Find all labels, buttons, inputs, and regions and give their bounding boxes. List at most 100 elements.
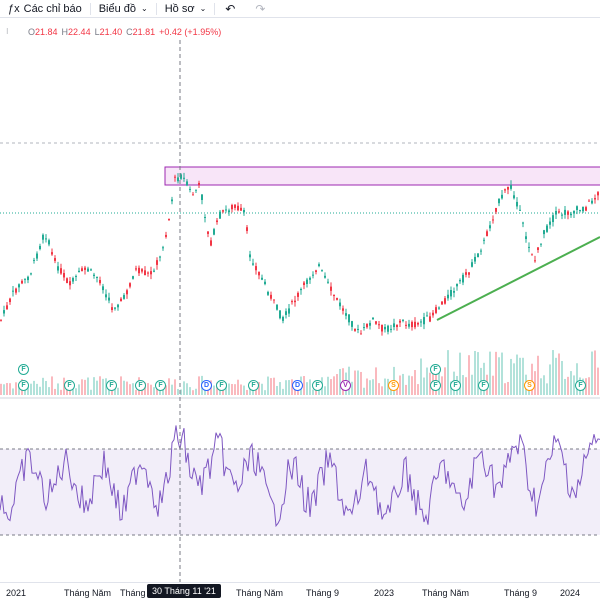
time-axis[interactable]: 2021 Tháng Năm Tháng 9 Tháng Năm Tháng 9… xyxy=(0,582,600,600)
volume-bar xyxy=(189,387,191,395)
event-marker-d-icon[interactable]: D xyxy=(201,380,212,391)
candle-body xyxy=(435,307,437,313)
candle-body xyxy=(207,231,209,234)
candle-body xyxy=(477,253,479,258)
candle-body xyxy=(453,291,455,293)
event-marker-v-icon[interactable]: V xyxy=(340,380,351,391)
candle-body xyxy=(63,273,65,278)
candle-body xyxy=(159,256,161,258)
redo-button[interactable]: ↷ xyxy=(245,0,275,18)
candle-body xyxy=(162,247,164,249)
candle-body xyxy=(201,194,203,200)
candle-body xyxy=(357,328,359,330)
volume-bar xyxy=(78,384,80,395)
candle-body xyxy=(285,311,287,315)
candle-body xyxy=(417,322,419,325)
candle-body xyxy=(219,211,221,219)
volume-bar xyxy=(288,380,290,395)
volume-bar xyxy=(591,351,593,395)
event-marker-f-icon[interactable]: F xyxy=(450,380,461,391)
volume-bar xyxy=(234,384,236,395)
event-marker-f-icon[interactable]: F xyxy=(18,380,29,391)
volume-bar xyxy=(144,382,146,395)
candle-body xyxy=(333,295,335,297)
candle-body xyxy=(297,292,299,297)
candle-body xyxy=(267,291,269,295)
volume-bar xyxy=(183,381,185,395)
undo-icon: ↶ xyxy=(225,1,236,16)
volume-bar xyxy=(405,384,407,395)
chart-menu-button[interactable]: Biểu đồ ⌄ xyxy=(91,0,156,18)
candle-body xyxy=(213,229,215,235)
event-marker-f-icon[interactable]: F xyxy=(312,380,323,391)
event-marker-f-icon[interactable]: F xyxy=(478,380,489,391)
candle-body xyxy=(255,266,257,271)
volume-bar xyxy=(195,388,197,395)
resistance-zone[interactable] xyxy=(164,166,600,186)
close-value: 21.81 xyxy=(132,27,156,37)
candle-body xyxy=(471,262,473,267)
volume-bar xyxy=(264,390,266,395)
trendline[interactable] xyxy=(436,236,600,321)
volume-bar xyxy=(225,382,227,395)
volume-bar xyxy=(399,375,401,395)
candle-body xyxy=(279,310,281,319)
candle-body xyxy=(36,253,38,259)
candle-body xyxy=(336,297,338,300)
event-marker-f-icon[interactable]: F xyxy=(575,380,586,391)
event-marker-f-icon[interactable]: F xyxy=(106,380,117,391)
event-marker-f-icon[interactable]: F xyxy=(155,380,166,391)
candle-body xyxy=(393,323,395,328)
candle-body xyxy=(531,254,533,256)
top-toolbar: ƒx Các chỉ báo Biểu đồ ⌄ Hồ sơ ⌄ ↶ ↷ xyxy=(0,0,600,18)
candle-body xyxy=(468,272,470,275)
event-marker-s-icon[interactable]: S xyxy=(388,380,399,391)
candle-body xyxy=(351,321,353,327)
event-marker-f-icon[interactable]: F xyxy=(64,380,75,391)
candle-body xyxy=(507,186,509,190)
profile-menu-button[interactable]: Hồ sơ ⌄ xyxy=(157,0,215,18)
event-marker-f-icon[interactable]: F xyxy=(135,380,146,391)
volume-bar xyxy=(357,370,359,395)
candle-body xyxy=(126,290,128,295)
volume-bar xyxy=(213,385,215,395)
time-tick: Tháng 9 xyxy=(306,588,340,598)
event-marker-f-icon[interactable]: F xyxy=(430,380,441,391)
candle-body xyxy=(228,210,230,213)
indicators-button[interactable]: ƒx Các chỉ báo xyxy=(0,0,90,18)
event-marker-d-icon[interactable]: D xyxy=(292,380,303,391)
candle-body xyxy=(198,182,200,185)
candle-body xyxy=(483,239,485,241)
toolbar-divider xyxy=(89,2,91,15)
volume-bar xyxy=(87,377,89,395)
candle-body xyxy=(585,207,587,211)
volume-bar xyxy=(336,374,338,395)
event-marker-f-icon[interactable]: F xyxy=(248,380,259,391)
volume-bar xyxy=(507,381,509,395)
volume-bar xyxy=(477,352,479,395)
candle-body xyxy=(465,272,467,275)
volume-bar xyxy=(546,383,548,395)
volume-bar xyxy=(309,379,311,395)
event-marker-f-icon[interactable]: F xyxy=(430,364,441,375)
candle-body xyxy=(558,211,560,213)
candle-body xyxy=(348,314,350,323)
volume-bar xyxy=(192,390,194,395)
event-marker-s-icon[interactable]: S xyxy=(524,380,535,391)
candle-body xyxy=(132,276,134,279)
candle-body xyxy=(138,267,140,274)
volume-bar xyxy=(33,380,35,395)
event-marker-f-icon[interactable]: F xyxy=(216,380,227,391)
candle-body xyxy=(387,325,389,332)
profile-menu-label: Hồ sơ xyxy=(164,2,195,15)
candle-body xyxy=(75,276,77,278)
volume-bar xyxy=(501,352,503,395)
more-dots-icon[interactable]: ⁝ xyxy=(6,27,9,36)
candle-body xyxy=(240,207,242,211)
candle-body xyxy=(327,281,329,283)
undo-button[interactable]: ↶ xyxy=(215,0,245,18)
event-marker-f-icon[interactable]: F xyxy=(18,364,29,375)
volume-bar xyxy=(135,389,137,395)
candle-body xyxy=(54,258,56,261)
